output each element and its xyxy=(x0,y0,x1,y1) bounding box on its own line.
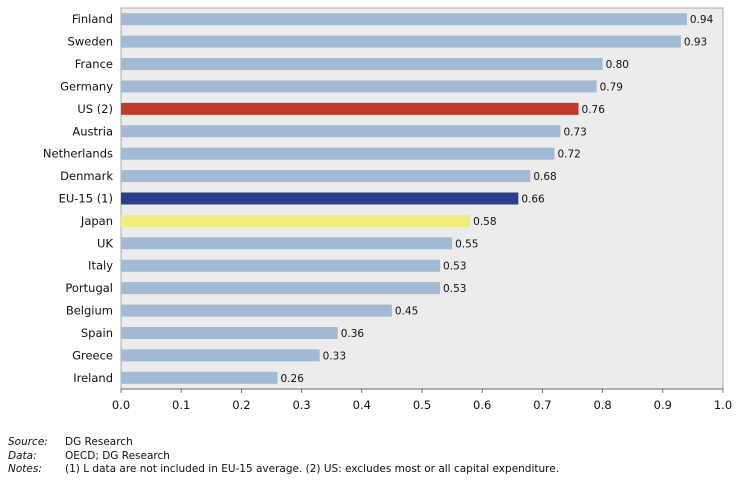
value-label-spain: 0.36 xyxy=(341,328,365,340)
bar-ireland xyxy=(121,371,278,384)
bar-sweden xyxy=(121,35,681,48)
x-tick-label: 0.0 xyxy=(112,398,130,412)
category-label-finland: Finland xyxy=(72,12,113,26)
category-label-greece: Greece xyxy=(72,348,113,362)
category-label-japan: Japan xyxy=(80,214,113,228)
data-key: Data: xyxy=(8,449,37,462)
category-label-ireland: Ireland xyxy=(73,371,113,385)
notes-key: Notes: xyxy=(8,463,42,475)
bar-austria xyxy=(121,125,561,138)
category-label-denmark: Denmark xyxy=(60,169,113,183)
x-tick-label: 0.7 xyxy=(533,398,551,412)
category-label-us-2: US (2) xyxy=(77,102,113,116)
x-tick-label: 1.0 xyxy=(714,398,732,412)
x-tick-label: 0.5 xyxy=(413,398,431,412)
x-tick-label: 0.6 xyxy=(473,398,491,412)
bar-italy xyxy=(121,259,441,272)
category-label-uk: UK xyxy=(97,236,113,250)
bar-greece xyxy=(121,349,320,362)
value-label-uk: 0.55 xyxy=(455,238,478,250)
bar-spain xyxy=(121,326,338,339)
value-label-ireland: 0.26 xyxy=(281,373,305,385)
data-value: OECD; DG Research xyxy=(65,449,170,462)
value-label-france: 0.80 xyxy=(606,59,629,71)
bar-japan xyxy=(121,214,471,227)
value-label-germany: 0.79 xyxy=(600,81,623,93)
category-label-france: France xyxy=(75,57,113,71)
value-label-netherlands: 0.72 xyxy=(557,149,580,161)
x-axis: 0.0 0.1 0.2 0.3 0.4 0.5 0.6 0.7 0.8 0.9 1.0 xyxy=(112,388,732,412)
category-label-spain: Spain xyxy=(81,326,113,340)
value-label-eu-15-1: 0.66 xyxy=(521,194,545,206)
x-tick-label: 0.3 xyxy=(292,398,310,412)
source-key: Source: xyxy=(8,436,48,448)
bar-us-2 xyxy=(121,102,579,115)
value-label-greece: 0.33 xyxy=(323,350,346,362)
category-label-netherlands: Netherlands xyxy=(43,147,113,161)
category-label-eu-15-1: EU-15 (1) xyxy=(59,192,113,206)
value-label-denmark: 0.68 xyxy=(533,171,556,183)
source-row: Source: DG Research xyxy=(8,436,559,450)
value-label-japan: 0.58 xyxy=(473,216,496,228)
bar-france xyxy=(121,58,603,71)
value-label-austria: 0.73 xyxy=(563,126,586,138)
data-row: Data: OECD; DG Research xyxy=(8,450,559,464)
bar-denmark xyxy=(121,170,531,183)
x-tick-label: 0.8 xyxy=(593,398,611,412)
bar-germany xyxy=(121,80,597,93)
category-label-italy: Italy xyxy=(88,259,113,273)
x-tick-label: 0.4 xyxy=(353,398,371,412)
bar-netherlands xyxy=(121,147,555,160)
value-label-us-2: 0.76 xyxy=(582,104,606,116)
x-tick-label: 0.1 xyxy=(172,398,190,412)
category-label-sweden: Sweden xyxy=(68,35,113,49)
category-label-germany: Germany xyxy=(60,79,113,93)
value-label-sweden: 0.93 xyxy=(684,37,707,49)
value-label-finland: 0.94 xyxy=(690,14,714,26)
notes-value: (1) L data are not included in EU-15 ave… xyxy=(65,463,560,475)
source-value: DG Research xyxy=(65,436,133,448)
value-label-portugal: 0.53 xyxy=(443,283,466,295)
notes-row: Notes: (1) L data are not included in EU… xyxy=(8,463,559,477)
category-label-austria: Austria xyxy=(72,124,113,138)
bar-chart: Finland 0.94 Sweden 0.93 France 0.80 Germany 0.… xyxy=(43,7,732,412)
value-label-belgium: 0.45 xyxy=(395,306,418,318)
bar-eu-15-1 xyxy=(121,192,519,205)
bars-group: Finland 0.94 Sweden 0.93 France 0.80 Germany 0.… xyxy=(43,12,714,385)
category-label-belgium: Belgium xyxy=(66,304,113,318)
bar-finland xyxy=(121,13,687,26)
value-label-italy: 0.53 xyxy=(443,261,466,273)
bar-uk xyxy=(121,237,453,250)
bar-portugal xyxy=(121,282,441,295)
bar-belgium xyxy=(121,304,392,317)
x-tick-label: 0.9 xyxy=(654,398,672,412)
chart-footer: Source: DG Research Data: OECD; DG Resea… xyxy=(8,436,559,477)
x-tick-label: 0.2 xyxy=(232,398,250,412)
category-label-portugal: Portugal xyxy=(65,281,113,295)
